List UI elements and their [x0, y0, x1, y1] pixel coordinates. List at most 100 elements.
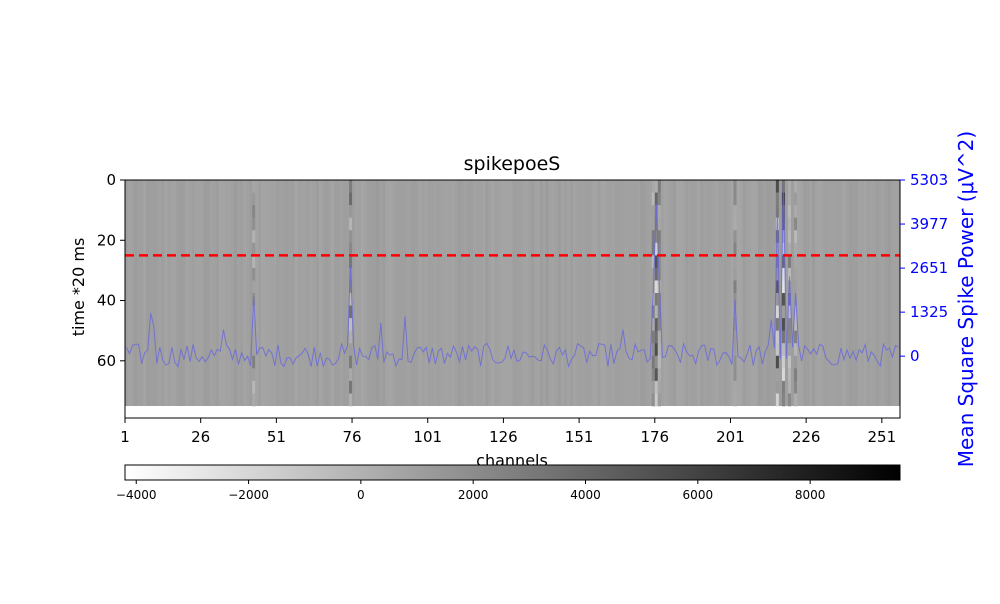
heatmap-cell: [654, 305, 659, 319]
heatmap-column: [482, 180, 486, 406]
heatmap-column: [588, 180, 592, 406]
heatmap-column: [739, 180, 743, 406]
y-tick-label: 0: [106, 171, 116, 189]
heatmap-column: [600, 180, 604, 406]
heatmap-cell: [794, 205, 798, 218]
heatmap-column: [515, 180, 519, 406]
heatmap-cell: [781, 355, 786, 369]
heatmap-cell: [252, 180, 256, 193]
heatmap-cell: [657, 330, 662, 344]
y2-axis-label: Mean Square Spike Power (μV^2): [954, 131, 978, 467]
heatmap-column: [818, 180, 822, 406]
heatmap-column: [536, 180, 541, 406]
heatmap-column: [563, 180, 568, 406]
heatmap-column: [433, 180, 438, 406]
heatmap-column: [591, 180, 595, 406]
heatmap-cell: [733, 280, 737, 294]
heatmap-column: [836, 180, 840, 406]
heatmap-cell: [733, 255, 737, 269]
heatmap-column: [754, 180, 759, 406]
heatmap-column: [624, 180, 628, 406]
heatmap-column: [282, 180, 286, 406]
y2-axis: 5303 3977 2651 1325 0: [900, 171, 948, 365]
heatmap-column: [352, 180, 356, 406]
heatmap-column: [285, 180, 289, 406]
heatmap-column: [863, 180, 867, 406]
heatmap-column: [685, 180, 689, 406]
colorbar-axis: −4000 −2000 0 2000 4000 6000 8000: [116, 480, 825, 502]
heatmap-column: [458, 180, 462, 406]
heatmap-column: [566, 180, 571, 406]
heatmap-column: [784, 180, 789, 406]
heatmap-cell: [775, 267, 780, 281]
heatmap-column: [445, 180, 450, 406]
heatmap-column: [436, 180, 441, 406]
heatmap-cell: [657, 255, 662, 269]
heatmap-column: [615, 180, 619, 406]
y2-tick-label: 5303: [910, 171, 948, 189]
heatmap-column: [264, 180, 268, 406]
heatmap-cell: [654, 280, 659, 294]
heatmap-column: [491, 180, 495, 406]
heatmap-cell: [775, 293, 780, 306]
heatmap-cell: [252, 343, 256, 357]
heatmap-cell: [787, 293, 792, 306]
heatmap-cell: [349, 192, 353, 206]
heatmap-column: [745, 180, 749, 406]
heatmap-cell: [775, 180, 780, 193]
heatmap-column: [131, 180, 135, 406]
heatmap-cell: [794, 180, 798, 193]
heatmap-cell: [654, 192, 659, 206]
heatmap-column: [191, 180, 195, 406]
colorbar-tick-label: 6000: [683, 488, 714, 502]
heatmap-column: [497, 180, 501, 406]
heatmap-column: [406, 180, 410, 406]
heatmap-column: [149, 180, 153, 406]
heatmap-cell: [651, 380, 656, 394]
x-tick-label: 126: [489, 428, 518, 446]
heatmap-column: [461, 180, 465, 406]
heatmap-cell: [349, 305, 353, 319]
heatmap-cell: [733, 217, 737, 231]
heatmap-cell: [657, 192, 662, 206]
heatmap-column: [312, 180, 317, 406]
heatmap-cell: [651, 242, 656, 256]
heatmap-column: [488, 180, 492, 406]
heatmap-cell: [349, 380, 353, 394]
heatmap-cell: [794, 330, 798, 344]
heatmap-cell: [733, 242, 737, 256]
heatmap-column: [830, 180, 834, 406]
heatmap-cell: [733, 205, 737, 218]
heatmap-cell: [654, 255, 659, 269]
heatmap-cell: [349, 180, 353, 193]
heatmap-column: [821, 180, 825, 406]
heatmap-cell: [794, 217, 798, 231]
heatmap-column: [860, 180, 864, 406]
heatmap-column: [872, 180, 877, 406]
heatmap-column: [751, 180, 755, 406]
heatmap-column: [327, 180, 332, 406]
heatmap-column: [276, 180, 280, 406]
heatmap-cell: [654, 343, 659, 357]
heatmap-column: [594, 180, 598, 406]
heatmap-cell: [349, 355, 353, 369]
heatmap-cell: [657, 230, 662, 244]
heatmap-column: [388, 180, 392, 406]
heatmap-cell: [781, 217, 786, 231]
heatmap-column: [300, 180, 304, 406]
heatmap-cell: [781, 330, 786, 344]
heatmap-column: [812, 180, 816, 406]
heatmap-column: [803, 180, 807, 406]
heatmap-cell: [654, 217, 659, 231]
y-axis: 0 20 40 60: [97, 171, 125, 370]
heatmap-column: [542, 180, 547, 406]
heatmap-column: [164, 180, 168, 406]
heatmap-column: [763, 180, 768, 406]
heatmap-cell: [654, 242, 659, 256]
heatmap-column: [197, 180, 201, 406]
heatmap-cell: [349, 230, 353, 244]
heatmap-cell: [657, 180, 662, 193]
heatmap-cell: [787, 180, 792, 193]
colorbar-tick-label: 2000: [458, 488, 489, 502]
heatmap-column: [442, 180, 447, 406]
